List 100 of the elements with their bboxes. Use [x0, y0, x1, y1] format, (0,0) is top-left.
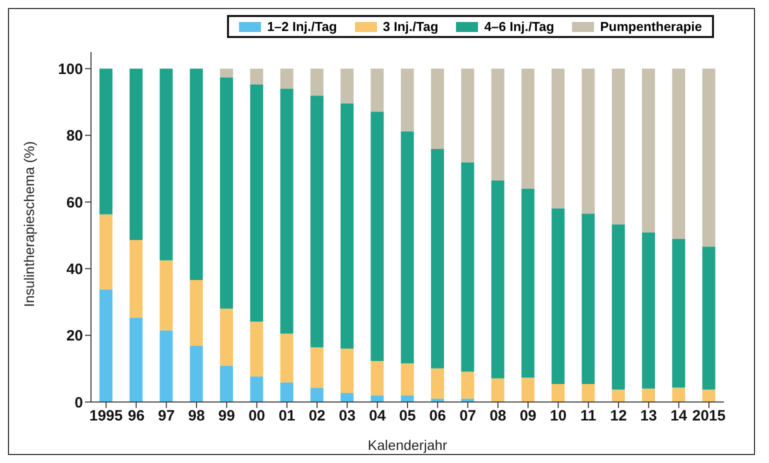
bar: [340, 68, 354, 104]
bar: [250, 322, 264, 376]
x-tick-label: 01: [278, 408, 296, 425]
x-tick-label: 05: [399, 408, 416, 425]
bar: [642, 388, 656, 402]
bar: [220, 77, 234, 309]
x-tick-label: 96: [128, 408, 145, 425]
bar: [130, 318, 143, 402]
x-tick-label: 02: [308, 408, 326, 425]
bar: [431, 368, 444, 399]
x-tick-label: 1995: [89, 408, 123, 425]
x-tick-label: 07: [459, 408, 476, 425]
bar: [491, 378, 504, 402]
bar: [491, 68, 504, 180]
bar: [521, 68, 534, 189]
bar: [280, 68, 294, 89]
bar: [160, 330, 173, 402]
legend-label: 1–2 Inj./Tag: [267, 19, 337, 34]
x-tick-label: 08: [490, 408, 506, 425]
bar: [310, 68, 324, 96]
bar: [99, 289, 112, 402]
bar: [250, 376, 264, 402]
bar: [310, 388, 324, 402]
bar: [310, 96, 324, 348]
bar: [220, 366, 234, 402]
x-tick-label: 12: [610, 408, 627, 425]
y-tick-label: 60: [66, 194, 83, 212]
bar: [190, 280, 203, 346]
bar: [99, 68, 112, 214]
bar: [310, 347, 324, 388]
bar: [190, 346, 203, 402]
x-tick-label: 04: [369, 408, 386, 425]
bar: [642, 232, 656, 389]
bar: [702, 246, 716, 390]
bar: [702, 68, 716, 247]
bar: [400, 131, 414, 364]
bar: [552, 68, 565, 208]
y-tick-label: 80: [66, 128, 83, 145]
x-tick-label: 99: [218, 408, 235, 425]
x-tick-label: 09: [520, 408, 536, 425]
bar: [461, 372, 474, 399]
bar: [431, 68, 444, 149]
bar: [702, 390, 716, 402]
legend-label: 4–6 Inj./Tag: [484, 19, 554, 34]
bar: [250, 84, 264, 322]
x-tick-label: 00: [248, 408, 266, 425]
bar: [491, 180, 504, 378]
y-axis-title: Insulintherapieschema (%): [20, 141, 37, 307]
bar: [612, 68, 625, 224]
bar: [612, 390, 625, 402]
x-tick-label: 06: [429, 408, 446, 425]
x-tick-label: 10: [550, 408, 567, 425]
bar: [582, 384, 595, 402]
bar: [340, 103, 354, 349]
x-tick-label: 11: [580, 408, 596, 425]
x-tick-label: 97: [158, 408, 175, 425]
bar: [280, 88, 294, 334]
x-tick-label: 13: [640, 408, 657, 425]
legend-label: 3 Inj./Tag: [382, 19, 438, 34]
bar: [370, 361, 384, 396]
bar: [552, 208, 565, 384]
x-axis-title: Kalenderjahr: [368, 437, 448, 453]
bar: [190, 68, 203, 280]
bar: [220, 68, 234, 78]
bar: [552, 384, 565, 402]
bar: [521, 188, 534, 378]
bar: [280, 382, 294, 402]
bar: [130, 68, 143, 240]
bar: [340, 348, 354, 393]
legend-label: Pumpentherapie: [600, 19, 702, 34]
bar: [431, 149, 444, 368]
bar: [130, 240, 143, 318]
bar: [431, 398, 444, 402]
bar: [521, 378, 534, 402]
bar: [370, 112, 384, 361]
y-tick-label: 0: [74, 394, 83, 412]
bar: [672, 388, 686, 402]
bar: [400, 68, 414, 132]
x-tick-label: 03: [338, 408, 356, 425]
y-tick-label: 40: [66, 260, 83, 278]
x-tick-label: 98: [188, 408, 205, 425]
bar: [672, 68, 686, 239]
bar: [370, 395, 384, 402]
bar: [461, 398, 474, 402]
bar: [582, 214, 595, 384]
bar: [461, 68, 474, 162]
bar: [400, 363, 414, 396]
bar: [220, 308, 234, 366]
bar: [642, 68, 656, 232]
bar: [280, 334, 294, 382]
bar: [461, 162, 474, 372]
y-tick-label: 100: [58, 60, 83, 78]
x-tick-label: 14: [670, 408, 688, 425]
bar: [99, 214, 112, 290]
bar: [582, 68, 595, 214]
bar: [612, 224, 625, 390]
bar: [400, 395, 414, 402]
bar: [250, 68, 264, 84]
bar: [340, 393, 354, 402]
bar: [672, 239, 686, 388]
